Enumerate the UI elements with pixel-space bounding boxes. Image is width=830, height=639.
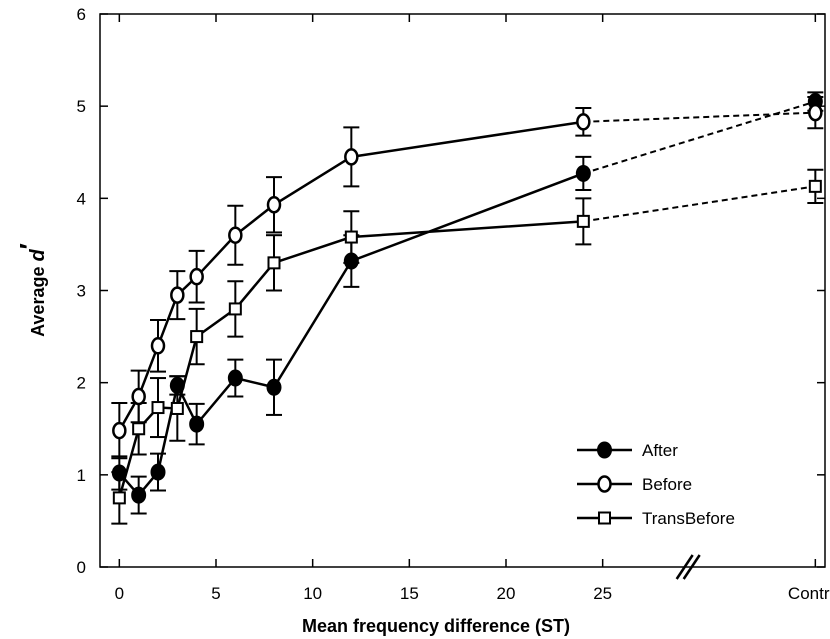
legend-label-transbefore: TransBefore xyxy=(642,509,735,528)
x-tick-label: 25 xyxy=(593,584,612,603)
y-axis-title-prime: ′ xyxy=(14,243,44,249)
y-tick-label: 5 xyxy=(77,97,86,116)
y-axis-title-main: Average xyxy=(28,262,48,337)
y-tick-label: 0 xyxy=(77,558,86,577)
data-point-transbefore xyxy=(132,422,146,436)
data-point-after xyxy=(111,464,127,482)
axis-ticks: 0 5 10 15 20 25 Control 0 1 2 3 4 5 6 xyxy=(77,5,830,603)
data-point-after xyxy=(189,415,205,433)
data-point-transbefore-control xyxy=(808,179,822,193)
data-markers xyxy=(111,93,823,505)
legend-marker-after xyxy=(597,441,612,459)
data-point-before xyxy=(170,286,185,304)
x-tick-label: 15 xyxy=(400,584,419,603)
series-dashed-link-before xyxy=(583,111,816,123)
plot-frame xyxy=(99,13,826,568)
y-tick-label: 4 xyxy=(77,189,86,208)
data-point-transbefore xyxy=(344,230,358,244)
data-point-transbefore xyxy=(170,401,184,415)
x-tick-label: 0 xyxy=(115,584,124,603)
data-point-after xyxy=(266,378,282,396)
y-axis-title: Average d′ xyxy=(14,243,49,337)
data-point-before xyxy=(189,267,204,286)
x-tick-label: 5 xyxy=(211,584,220,603)
data-point-before xyxy=(131,387,146,406)
data-point-before xyxy=(150,337,166,355)
y-tick-label: 1 xyxy=(77,466,86,485)
axis-break-slash xyxy=(675,554,694,580)
legend-label-after: After xyxy=(642,441,678,460)
series-lines xyxy=(118,100,816,499)
data-point-before xyxy=(344,148,359,166)
series-dashed-link-after xyxy=(583,100,816,175)
data-point-before xyxy=(112,421,127,440)
data-point-transbefore xyxy=(190,330,204,344)
series-dashed-link-transbefore xyxy=(583,185,816,223)
y-tick-label: 2 xyxy=(77,374,86,393)
data-point-transbefore xyxy=(228,302,242,316)
y-tick-label: 3 xyxy=(77,282,86,301)
data-point-after xyxy=(343,252,359,270)
legend-marker-before xyxy=(597,475,612,493)
data-point-transbefore xyxy=(112,491,126,505)
data-point-before xyxy=(576,113,591,131)
data-point-before-control xyxy=(808,103,823,122)
data-point-transbefore xyxy=(267,256,281,270)
legend-marker-transbefore xyxy=(598,511,611,525)
data-point-after xyxy=(227,369,243,387)
x-tick-label: 20 xyxy=(497,584,516,603)
data-point-after xyxy=(150,463,166,481)
x-tick-label: Control xyxy=(788,584,830,603)
axis-break-marker xyxy=(675,554,701,580)
data-point-after xyxy=(169,376,185,394)
x-tick-label: 10 xyxy=(303,584,322,603)
axis-break-slash xyxy=(682,554,701,580)
legend: After Before TransBefore xyxy=(577,441,735,528)
x-axis-title: Mean frequency difference (ST) xyxy=(302,616,570,636)
error-bars xyxy=(111,91,824,525)
data-point-transbefore xyxy=(151,401,165,415)
y-tick-label: 6 xyxy=(77,5,86,24)
y-axis-title-d: d xyxy=(27,249,49,262)
data-point-transbefore xyxy=(576,214,590,228)
data-point-before xyxy=(266,196,282,214)
data-point-after xyxy=(131,486,147,504)
data-point-after xyxy=(575,164,591,182)
data-point-before xyxy=(228,226,243,244)
legend-label-before: Before xyxy=(642,475,692,494)
